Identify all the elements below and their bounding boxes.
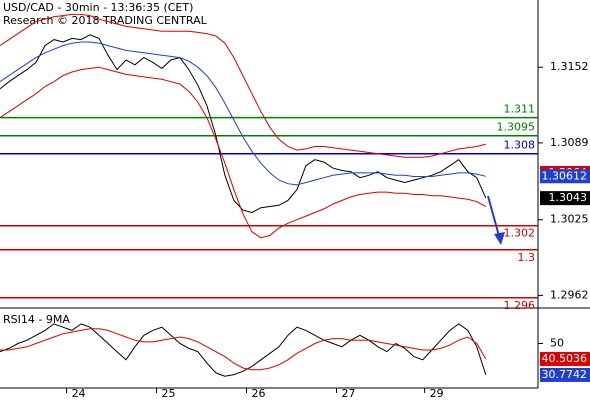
level-label: 1.308 [504, 139, 536, 152]
value-box-label: 1.30612 [542, 169, 588, 182]
y-tick-label: 1.3152 [550, 60, 589, 73]
x-tick-label: 26 [252, 387, 266, 400]
value-box-label: 30.7742 [542, 368, 588, 381]
level-label: 1.3 [518, 251, 536, 264]
level-label: 1.296 [504, 299, 536, 312]
y-tick-label: 1.2962 [550, 288, 589, 301]
x-tick-label: 24 [72, 387, 86, 400]
value-box-label: 1.3043 [549, 191, 588, 204]
value-box [540, 367, 590, 382]
level-label: 1.3095 [497, 121, 536, 134]
y-tick-label: 1.3025 [550, 213, 589, 226]
series-line [0, 66, 487, 239]
series-line [0, 34, 487, 214]
x-tick-label: 25 [162, 387, 176, 400]
level-label: 1.311 [504, 103, 536, 116]
value-box [540, 169, 590, 184]
y-tick-label: 1.3089 [550, 136, 589, 149]
level-label: 1.302 [504, 227, 536, 240]
y-tick-label: 50 [550, 337, 564, 350]
value-box [540, 352, 590, 367]
series-line [0, 323, 487, 377]
chart-title: USD/CAD - 30min - 13:36:35 (CET) [3, 1, 193, 14]
series-line [0, 328, 487, 371]
x-tick-label: 29 [430, 387, 444, 400]
rsi-title: RSI14 - 9MA [3, 313, 70, 326]
value-box [540, 191, 590, 206]
series-line [0, 41, 486, 186]
forecast-arrow [487, 195, 505, 245]
series-line [0, 13, 486, 158]
x-tick-label: 27 [341, 387, 355, 400]
value-box-label: 40.5036 [542, 352, 588, 365]
